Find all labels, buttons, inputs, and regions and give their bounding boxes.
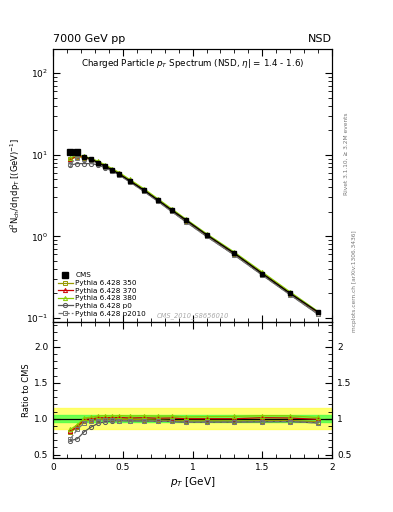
X-axis label: $p_T$ [GeV]: $p_T$ [GeV] bbox=[170, 475, 215, 489]
Text: Rivet 3.1.10, ≥ 3.2M events: Rivet 3.1.10, ≥ 3.2M events bbox=[344, 112, 349, 195]
Legend: CMS, Pythia 6.428 350, Pythia 6.428 370, Pythia 6.428 380, Pythia 6.428 p0, Pyth: CMS, Pythia 6.428 350, Pythia 6.428 370,… bbox=[57, 271, 148, 318]
Y-axis label: $\mathsf{d^2N_{ch}/d\eta\,dp_T\;[(GeV)^{-1}]}$: $\mathsf{d^2N_{ch}/d\eta\,dp_T\;[(GeV)^{… bbox=[9, 138, 23, 233]
Text: mcplots.cern.ch [arXiv:1306.3436]: mcplots.cern.ch [arXiv:1306.3436] bbox=[352, 231, 357, 332]
Text: NSD: NSD bbox=[308, 33, 332, 44]
Text: Charged Particle $p_T$ Spectrum (NSD, $\eta$| = 1.4 - 1.6): Charged Particle $p_T$ Spectrum (NSD, $\… bbox=[81, 57, 304, 70]
Bar bbox=[53, 408, 332, 430]
Text: CMS_2010_S8656010: CMS_2010_S8656010 bbox=[156, 312, 229, 319]
Y-axis label: Ratio to CMS: Ratio to CMS bbox=[22, 363, 31, 417]
Text: 7000 GeV pp: 7000 GeV pp bbox=[53, 33, 125, 44]
Bar bbox=[53, 415, 332, 422]
